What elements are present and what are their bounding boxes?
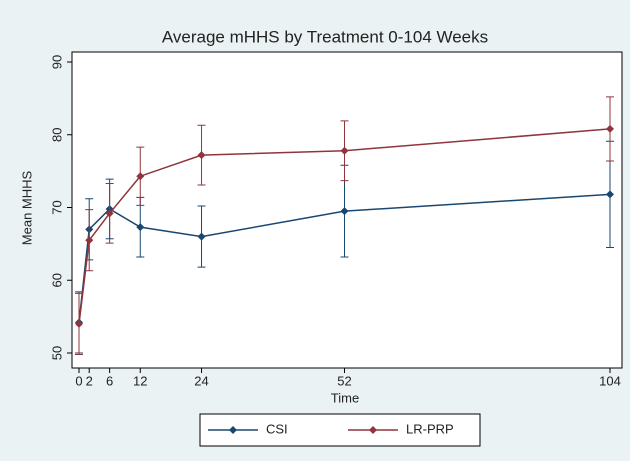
y-axis-label: Mean MHHS — [19, 170, 34, 245]
legend-label: LR-PRP — [406, 421, 454, 436]
marker — [340, 207, 349, 216]
y-tick-label: 50 — [49, 346, 64, 360]
y-tick-label: 60 — [49, 273, 64, 287]
legend-marker — [229, 426, 237, 434]
marker — [85, 236, 94, 245]
marker — [105, 209, 114, 218]
marker — [136, 223, 145, 232]
x-tick-label: 104 — [599, 373, 621, 388]
marker — [606, 190, 614, 199]
marker — [197, 151, 206, 160]
y-tick-label: 80 — [49, 128, 64, 142]
marker — [340, 146, 349, 155]
marker — [606, 124, 614, 133]
marker — [197, 232, 206, 241]
x-tick-label: 6 — [106, 373, 113, 388]
x-tick-label: 2 — [86, 373, 93, 388]
x-tick-label: 24 — [194, 373, 208, 388]
y-tick-label: 90 — [49, 55, 64, 69]
y-tick-label: 70 — [49, 200, 64, 214]
legend-marker — [369, 426, 377, 434]
legend-label: CSI — [266, 421, 288, 436]
x-tick-label: 12 — [133, 373, 147, 388]
x-axis-label: Time — [331, 390, 359, 405]
marker — [136, 172, 145, 181]
marker — [75, 319, 83, 328]
x-tick-label: 0 — [75, 373, 82, 388]
chart-title: Average mHHS by Treatment 0-104 Weeks — [162, 27, 488, 46]
x-tick-label: 52 — [337, 373, 351, 388]
